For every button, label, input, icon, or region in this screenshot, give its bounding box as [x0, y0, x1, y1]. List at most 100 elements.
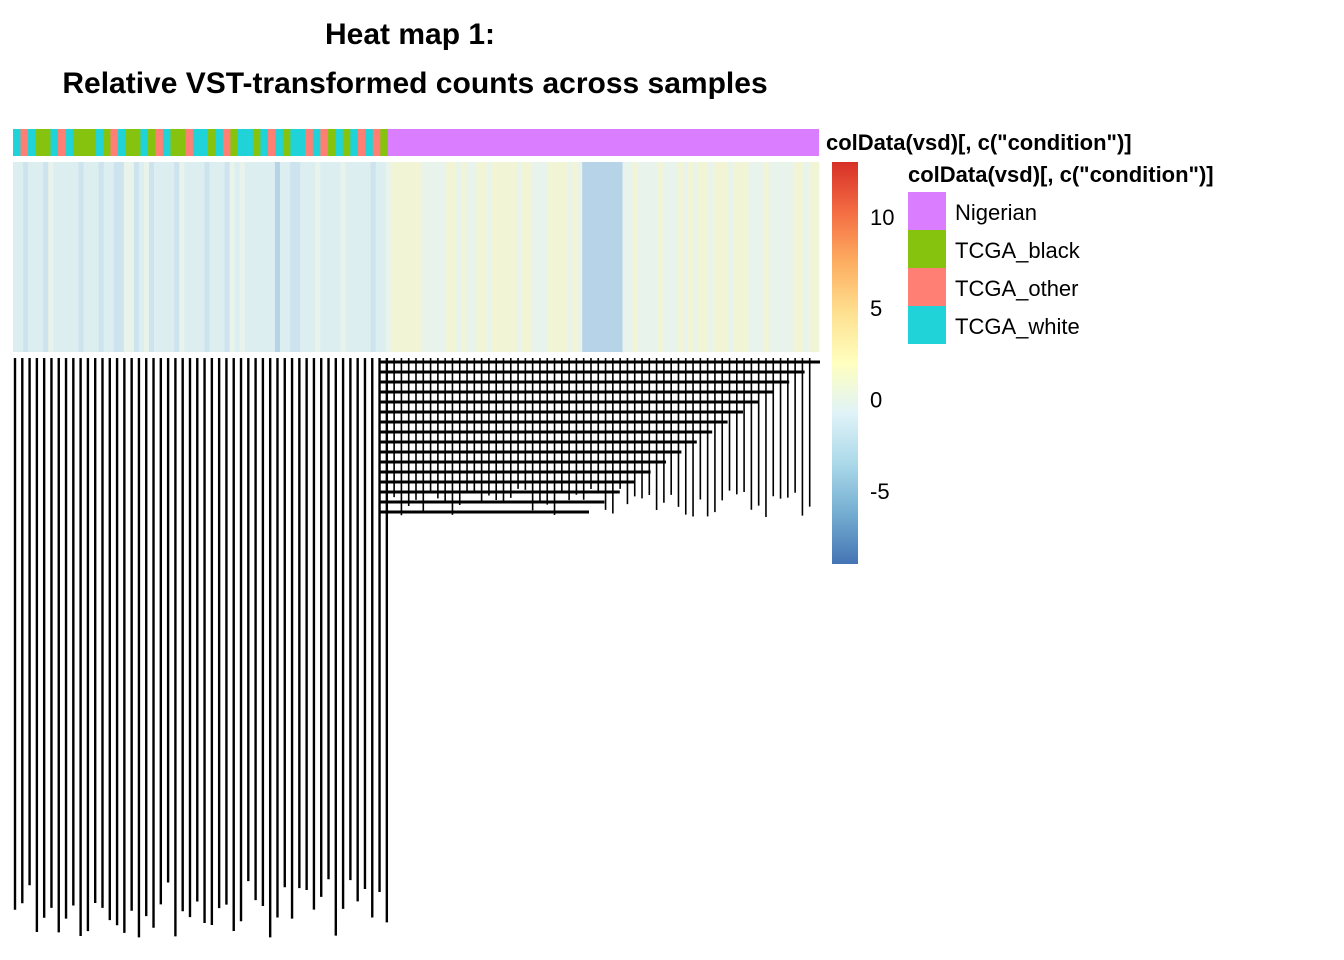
heatmap-column: [355, 162, 361, 352]
heatmap-column: [13, 162, 19, 352]
heatmap-column: [531, 162, 538, 352]
heatmap-column: [788, 162, 795, 352]
heatmap-column: [587, 162, 593, 352]
annotation-cell: [185, 129, 194, 156]
heatmap-column: [330, 162, 336, 352]
heatmap-column: [123, 162, 130, 352]
heatmap-column: [320, 162, 326, 352]
heatmap-column: [204, 162, 210, 352]
annotation-cell: [125, 129, 134, 156]
annotation-cell: [327, 129, 336, 156]
heatmap-column: [118, 162, 125, 352]
heatmap-column: [138, 162, 145, 352]
heatmap-column: [400, 162, 407, 352]
heatmap-column: [395, 162, 402, 352]
heatmap-column: [597, 162, 603, 352]
heatmap-column: [335, 162, 341, 352]
annotation-cell: [162, 129, 172, 156]
heatmap-column: [133, 162, 140, 352]
condition-annotation-bar: [13, 129, 819, 156]
heatmap-column: [582, 162, 588, 352]
annotation-cell: [57, 129, 67, 156]
heatmap-column: [169, 162, 175, 352]
heatmap-column: [264, 162, 271, 352]
heatmap-column: [491, 162, 497, 352]
heatmap-column: [733, 162, 739, 352]
annotation-cell: [342, 129, 351, 156]
heatmap-column: [300, 162, 306, 352]
heatmap-column: [526, 162, 533, 352]
annotation-bar-label: colData(vsd)[, c("condition")]: [826, 130, 1132, 155]
heatmap-column: [68, 162, 74, 352]
annotation-cell: [147, 129, 157, 156]
annotation-cell: [335, 129, 344, 156]
annotation-cell: [27, 129, 37, 156]
legend-label: Nigerian: [955, 200, 1037, 225]
heatmap-column: [693, 162, 699, 352]
annotation-cell: [245, 129, 254, 156]
heatmap-column: [340, 162, 346, 352]
heatmap-column: [682, 162, 689, 352]
heatmap-column: [667, 162, 674, 352]
heatmap-column: [662, 162, 669, 352]
column-labels: [13, 358, 820, 938]
heatmap-column: [536, 162, 543, 352]
heatmap-column: [552, 162, 558, 352]
annotation-cell: [357, 129, 366, 156]
heatmap-column: [501, 162, 508, 352]
legend-swatch: [908, 192, 946, 230]
heatmap-column: [380, 162, 387, 352]
annotation-cell: [117, 129, 127, 156]
heatmap-column: [209, 162, 215, 352]
heatmap-column: [159, 162, 165, 352]
annotation-cell: [132, 129, 142, 156]
heatmap-column: [441, 162, 447, 352]
annotation-cell: [222, 129, 231, 156]
heatmap-column: [637, 162, 644, 352]
heatmap-column: [285, 162, 291, 352]
heatmap-column: [567, 162, 573, 352]
legend-label: TCGA_other: [955, 276, 1079, 301]
annotation-cell: [140, 129, 149, 156]
heatmap-column: [728, 162, 734, 352]
heatmap-column: [58, 162, 64, 352]
heatmap-column: [496, 162, 503, 352]
heatmap-column: [108, 162, 115, 352]
annotation-cell: [192, 129, 201, 156]
annotation-cell: [350, 129, 359, 156]
heatmap-column: [672, 162, 679, 352]
heatmap-column: [43, 162, 49, 352]
heatmap-column: [259, 162, 266, 352]
legend-items: Nigerian TCGA_black TCGA_other TCGA_white: [908, 192, 1081, 344]
heatmap-column: [53, 162, 59, 352]
heatmap-column: [753, 162, 759, 352]
heatmap-column: [808, 162, 815, 352]
heatmap-column: [410, 162, 417, 352]
heatmap-column: [647, 162, 654, 352]
heatmap-column: [149, 162, 155, 352]
heatmap-column: [199, 162, 205, 352]
annotation-cell: [215, 129, 224, 156]
heatmap-column: [798, 162, 805, 352]
annotation-cell: [372, 129, 381, 156]
heatmap-column: [516, 162, 523, 352]
legend-swatch: [908, 306, 946, 344]
heatmap-column: [113, 162, 120, 352]
colorbar-ticks: 10 5 0 -5: [870, 205, 894, 504]
heatmap-column: [763, 162, 770, 352]
heatmap-column: [274, 162, 281, 352]
heatmap-column: [128, 162, 135, 352]
heatmap-column: [708, 162, 714, 352]
heatmap-column: [416, 162, 422, 352]
heatmap-column: [652, 162, 659, 352]
heatmap-column: [239, 162, 246, 352]
heatmap-column: [572, 162, 578, 352]
heatmap-column: [562, 162, 568, 352]
annotation-cell: [35, 129, 44, 156]
annotation-cell: [42, 129, 52, 156]
heatmap-column: [385, 162, 392, 352]
heatmap-column: [793, 162, 800, 352]
heatmap-column: [345, 162, 351, 352]
heatmap-column: [778, 162, 785, 352]
